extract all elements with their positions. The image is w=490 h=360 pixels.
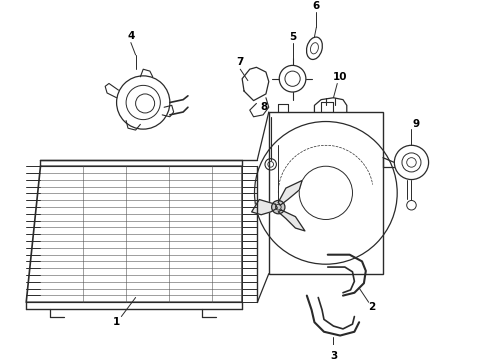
Text: 8: 8	[260, 102, 268, 112]
Text: 9: 9	[413, 120, 420, 129]
Text: 1: 1	[113, 317, 120, 327]
Text: 2: 2	[368, 302, 375, 312]
Text: 7: 7	[237, 57, 244, 67]
Bar	[269, 112, 383, 274]
Text: 3: 3	[330, 351, 337, 360]
Circle shape	[271, 201, 285, 214]
Polygon shape	[278, 180, 302, 205]
Text: 4: 4	[127, 31, 135, 41]
Text: 10: 10	[333, 72, 347, 82]
Polygon shape	[252, 199, 277, 215]
Text: 6: 6	[313, 1, 320, 12]
Text: 5: 5	[289, 32, 296, 42]
Polygon shape	[278, 210, 305, 231]
